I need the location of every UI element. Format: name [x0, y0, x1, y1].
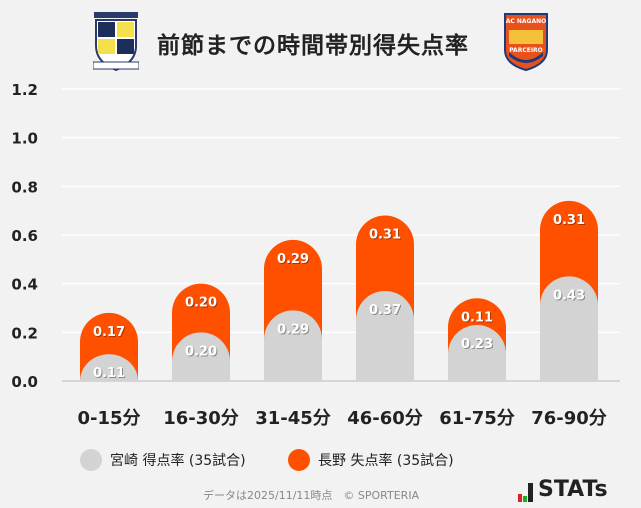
footer-note: データは2025/11/11時点 © SPORTERIA: [203, 489, 420, 502]
y-tick-label: 1.2: [11, 81, 38, 99]
data-label-away-shadow: 0.20: [186, 297, 218, 312]
data-label-home-shadow: 0.37: [370, 304, 402, 319]
bar-home: [264, 310, 322, 381]
svg-text:AC NAGANO: AC NAGANO: [506, 18, 547, 25]
data-label-away: 0.31: [553, 213, 585, 228]
data-label-home-shadow: 0.43: [554, 289, 586, 304]
away-team-logo: AC NAGANO PARCEIRO: [504, 13, 548, 72]
x-tick-label: 76-90分: [531, 408, 607, 429]
data-label-home-shadow: 0.29: [278, 323, 310, 338]
x-tick-label: 0-15分: [77, 408, 140, 429]
data-label-home: 0.23: [461, 337, 493, 352]
home-team-logo: [93, 12, 139, 72]
legend-item-home: 宮崎 得点率 (35試合): [80, 449, 246, 471]
data-label-away: 0.11: [461, 310, 493, 325]
data-label-away-shadow: 0.31: [554, 214, 586, 229]
data-label-away: 0.31: [369, 228, 401, 243]
y-tick-label: 0.4: [11, 276, 38, 294]
data-label-away: 0.20: [185, 296, 217, 311]
x-tick-label: 31-45分: [255, 408, 331, 429]
legend-swatch-home: [80, 449, 102, 471]
data-label-home: 0.43: [553, 288, 585, 303]
bar-home: [172, 332, 230, 381]
y-tick-label: 1.0: [11, 130, 38, 148]
svg-text:PARCEIRO: PARCEIRO: [509, 47, 543, 54]
data-label-home-shadow: 0.11: [94, 367, 126, 382]
data-label-away-shadow: 0.17: [94, 326, 126, 341]
x-tick-label: 61-75分: [439, 408, 515, 429]
data-label-home: 0.20: [185, 344, 217, 359]
data-label-home-shadow: 0.23: [462, 338, 494, 353]
y-tick-label: 0.8: [11, 178, 38, 196]
bar-chart: 0.00.20.40.60.81.01.20.170.170.110.110-1…: [11, 81, 620, 429]
y-tick-label: 0.6: [11, 227, 38, 245]
chart-title: 前節までの時間帯別得失点率: [157, 33, 469, 59]
y-tick-label: 0.2: [11, 324, 38, 342]
data-label-away: 0.17: [93, 325, 125, 340]
legend-label-away: 長野 失点率 (35試合): [318, 453, 454, 469]
bar-home: [448, 325, 506, 381]
data-label-away-shadow: 0.11: [462, 311, 494, 326]
data-label-away: 0.29: [277, 252, 309, 267]
x-tick-label: 16-30分: [163, 408, 239, 429]
x-tick-label: 46-60分: [347, 408, 423, 429]
legend-label-home: 宮崎 得点率 (35試合): [110, 453, 246, 469]
data-label-home: 0.29: [277, 322, 309, 337]
y-tick-label: 0.0: [11, 373, 38, 391]
stats-brand: STATs: [518, 477, 608, 502]
data-label-home: 0.11: [93, 366, 125, 381]
bar-home: [80, 354, 138, 381]
bar-home: [356, 290, 414, 381]
data-label-away-shadow: 0.31: [370, 229, 402, 244]
data-label-home-shadow: 0.20: [186, 345, 218, 360]
stats-brand-text: STATs: [538, 477, 608, 502]
stats-logo-icon: [518, 483, 533, 502]
legend-item-away: 長野 失点率 (35試合): [288, 449, 454, 471]
legend-swatch-away: [288, 449, 310, 471]
bar-home: [540, 276, 598, 381]
data-label-away-shadow: 0.29: [278, 253, 310, 268]
data-label-home: 0.37: [369, 303, 401, 318]
